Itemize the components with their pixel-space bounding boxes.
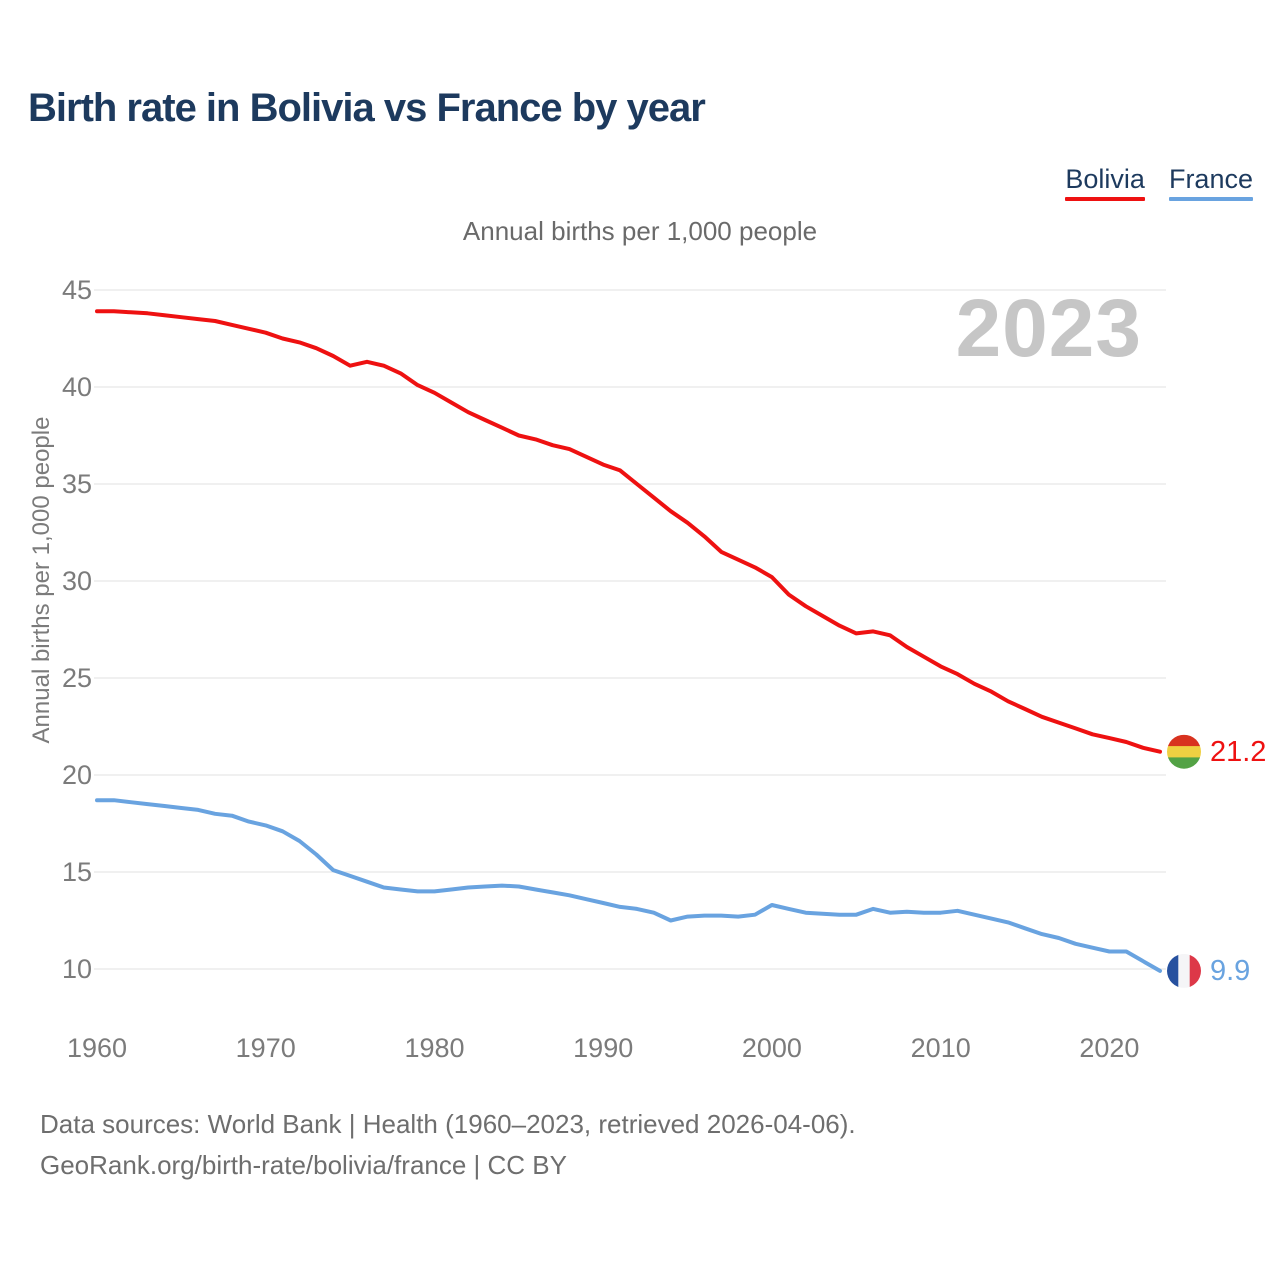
x-tick-label: 1990	[573, 1033, 633, 1063]
footer-attribution-line: GeoRank.org/birth-rate/bolivia/france | …	[40, 1150, 567, 1180]
y-tick-label: 25	[62, 663, 92, 693]
x-tick-label: 2020	[1079, 1033, 1139, 1063]
page-title: Birth rate in Bolivia vs France by year	[28, 86, 706, 130]
x-tick-label: 1960	[67, 1033, 127, 1063]
bolivia-line[interactable]	[95, 309, 1162, 754]
legend-label-bolivia: Bolivia	[1065, 164, 1145, 194]
france-value-label: 9.9	[1209, 954, 1251, 987]
y-tick-label: 20	[62, 760, 92, 790]
footer-source-line: Data sources: World Bank | Health (1960–…	[40, 1109, 856, 1139]
y-tick-label: 35	[62, 469, 92, 499]
legend-label-france: France	[1168, 164, 1253, 194]
y-tick-label: 15	[62, 857, 92, 887]
legend-item-bolivia[interactable]: Bolivia	[1065, 164, 1145, 201]
footer: Data sources: World Bank | Health (1960–…	[40, 1104, 856, 1186]
x-tick-label: 1980	[404, 1033, 464, 1063]
france-line[interactable]	[95, 798, 1162, 973]
bolivia-flag-icon	[1167, 734, 1201, 769]
chart-subtitle: Annual births per 1,000 people	[462, 216, 818, 246]
x-tick-label: 2010	[911, 1033, 971, 1063]
year-watermark: 2023	[955, 283, 1142, 374]
legend: Bolivia France	[1065, 164, 1253, 201]
y-tick-label: 45	[62, 275, 92, 305]
bolivia-value-label: 21.2	[1209, 735, 1267, 768]
france-flag-icon	[1167, 953, 1201, 988]
y-tick-label: 30	[62, 566, 92, 596]
legend-item-france[interactable]: France	[1168, 164, 1253, 201]
legend-underline-france	[1168, 197, 1253, 201]
y-tick-label: 10	[62, 954, 92, 984]
x-tick-label: 2000	[742, 1033, 802, 1063]
x-tick-label: 1970	[236, 1033, 296, 1063]
legend-underline-bolivia	[1065, 197, 1145, 201]
y-tick-label: 40	[62, 372, 92, 402]
